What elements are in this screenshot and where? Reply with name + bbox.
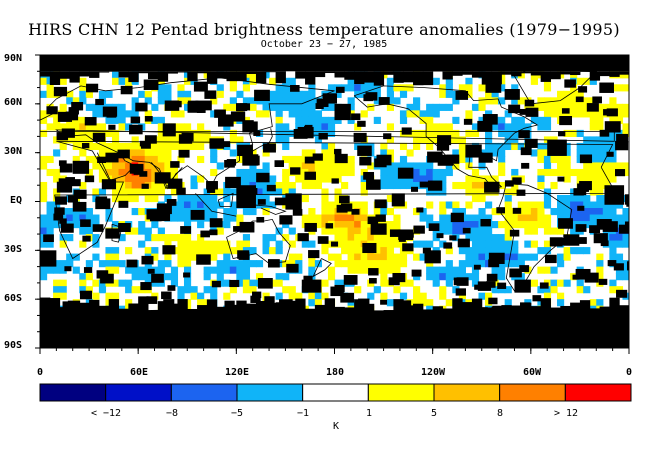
colorbar-swatch-5 [302, 383, 369, 402]
map-subtitle: October 23 − 27, 1985 [260, 39, 388, 50]
lon-label-60w: 60W [522, 367, 542, 378]
colorbar-swatch-6 [367, 383, 435, 402]
coastlines [40, 67, 629, 321]
colorbar-swatch-4 [236, 383, 304, 402]
colorbar-label-2: −8 [165, 408, 179, 419]
lat-label-90n: 90N [4, 53, 23, 64]
lat-label-60s: 60S [4, 293, 23, 304]
lat-label-30n: 30N [4, 146, 23, 157]
colorbar-label-4: −1 [296, 408, 310, 419]
colorbar [39, 383, 632, 402]
colorbar-swatch-8 [499, 383, 566, 402]
colorbar-swatch-1 [39, 383, 107, 402]
lat-label-eq: EQ [10, 195, 23, 206]
lat-label-30s: 30S [4, 244, 23, 255]
map-axes [35, 54, 630, 354]
colorbar-unit-label: K [332, 421, 340, 432]
anomaly-field [40, 55, 629, 348]
lon-label-120e: 120E [224, 367, 250, 378]
colorbar-swatch-2 [105, 383, 172, 402]
lon-label-0: 0 [36, 367, 44, 378]
map-plot-area [35, 54, 630, 354]
colorbar-label-1: < −12 [90, 408, 122, 419]
colorbar-swatch-3 [170, 383, 238, 402]
lon-label-120w: 120W [420, 367, 446, 378]
lat-label-90s: 90S [4, 340, 23, 351]
lon-label-0-end: 0 [625, 367, 633, 378]
colorbar-swatch-7 [433, 383, 501, 402]
colorbar-label-7: 8 [496, 408, 504, 419]
colorbar-label-3: −5 [230, 408, 244, 419]
colorbar-label-5: 1 [365, 408, 373, 419]
colorbar-swatch-9 [564, 383, 632, 402]
lat-label-60n: 60N [4, 97, 23, 108]
colorbar-label-6: 5 [430, 408, 438, 419]
map-title: HIRS CHN 12 Pentad brightness temperatur… [28, 20, 620, 39]
colorbar-label-8: > 12 [553, 408, 579, 419]
lon-label-60e: 60E [129, 367, 149, 378]
lon-label-180: 180 [325, 367, 345, 378]
